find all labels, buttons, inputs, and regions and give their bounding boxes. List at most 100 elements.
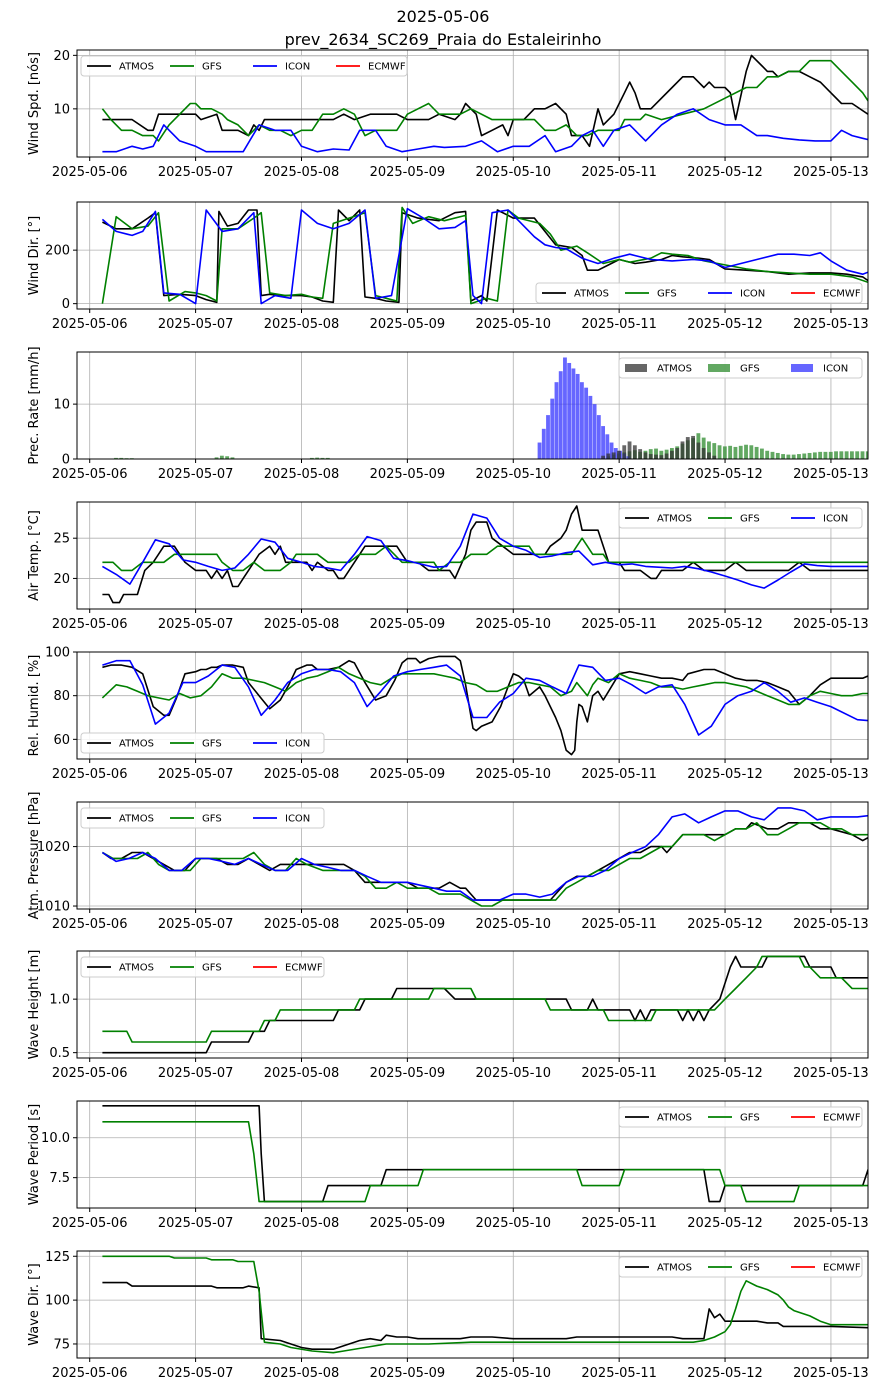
bar-gfs — [775, 452, 780, 459]
bar-gfs — [225, 456, 230, 459]
legend: ATMOS GFS ICON — [80, 807, 325, 829]
legend-label: ICON — [285, 739, 310, 750]
x-tick-label: 2025-05-09 — [370, 1216, 446, 1231]
legend-label: ATMOS — [119, 62, 154, 73]
bar-icon — [613, 448, 618, 459]
series-line-icon — [102, 108, 868, 153]
x-tick-label: 2025-05-12 — [687, 467, 763, 482]
x-tick-label: 2025-05-13 — [793, 617, 869, 632]
axes-frame — [76, 501, 869, 610]
x-tick-label: 2025-05-08 — [264, 467, 340, 482]
series-line-icon — [102, 659, 868, 736]
x-tick-label: 2025-05-11 — [581, 617, 657, 632]
legend-swatch-atmos — [625, 364, 647, 372]
x-tick-label: 2025-05-13 — [793, 917, 869, 932]
bar-atmos — [606, 453, 611, 459]
bar-atmos — [696, 442, 701, 459]
legend-label: ICON — [285, 814, 310, 825]
series-line-atmos — [102, 54, 868, 148]
x-tick-label: 2025-05-09 — [370, 1066, 446, 1081]
bar-gfs — [119, 457, 124, 459]
x-tick-label: 2025-05-08 — [264, 917, 340, 932]
bar-icon — [596, 415, 601, 459]
series-line-gfs — [102, 822, 868, 907]
x-tick-label: 2025-05-13 — [793, 1366, 869, 1381]
bar-gfs — [849, 451, 854, 459]
bar-atmos — [712, 455, 717, 459]
x-tick-label: 2025-05-09 — [370, 767, 446, 782]
x-tick-label: 2025-05-10 — [475, 617, 551, 632]
y-tick-label: 10 — [53, 398, 70, 413]
bar-atmos — [622, 445, 627, 459]
x-tick-label: 2025-05-13 — [793, 767, 869, 782]
x-tick-label: 2025-05-07 — [158, 917, 234, 932]
legend-label: ICON — [740, 289, 765, 300]
y-axis-label: Prec. Rate [mm/h] — [27, 346, 42, 464]
series-line-icon — [101, 207, 868, 305]
series-line-atmos — [102, 655, 868, 756]
x-tick-label: 2025-05-06 — [52, 917, 128, 932]
legend-box — [80, 807, 325, 829]
legend-label: ATMOS — [657, 1263, 692, 1274]
figure-title-station: prev_2634_SC269_Praia do Estaleirinho — [285, 30, 602, 50]
x-tick-label: 2025-05-09 — [370, 467, 446, 482]
bar-gfs — [802, 453, 807, 459]
bar-gfs — [744, 444, 748, 459]
x-tick-label: 2025-05-07 — [158, 1066, 234, 1081]
legend-box — [618, 507, 863, 529]
legend-label: ICON — [823, 364, 848, 375]
bar-icon — [579, 382, 584, 459]
bar-gfs — [791, 454, 796, 459]
legend-box — [80, 732, 325, 754]
legend-label: ICON — [823, 514, 848, 525]
x-tick-label: 2025-05-11 — [581, 1216, 657, 1231]
x-tick-label: 2025-05-11 — [581, 767, 657, 782]
bar-atmos — [632, 445, 637, 459]
y-tick-label: 0 — [62, 453, 70, 468]
y-axis-label: Wave Dir. [°] — [27, 1263, 42, 1346]
x-tick-label: 2025-05-08 — [264, 767, 340, 782]
series-line-gfs — [101, 206, 868, 305]
series-line-gfs — [101, 666, 868, 706]
bar-gfs — [749, 445, 754, 459]
y-tick-label: 60 — [53, 733, 70, 748]
x-tick-label: 2025-05-07 — [158, 767, 234, 782]
series-line-atmos — [102, 505, 868, 604]
legend: ATMOS GFS ICON — [618, 507, 863, 529]
legend: ATMOS GFS ICON — [618, 357, 863, 379]
x-tick-label: 2025-05-06 — [52, 1366, 128, 1381]
y-axis-label: Wave Height [m] — [27, 950, 42, 1060]
x-tick-label: 2025-05-08 — [264, 165, 340, 180]
subplot-8: 2025-05-06 2025-05-07 2025-05-08 2025-05-09… — [27, 1100, 869, 1231]
bar-gfs — [722, 446, 727, 459]
legend: ATMOS GFS ECMWF — [618, 1106, 863, 1128]
legend-label: ATMOS — [657, 514, 692, 525]
bar-icon — [550, 398, 555, 459]
bar-gfs — [855, 451, 860, 459]
bar-icon — [609, 442, 614, 459]
legend-label: GFS — [740, 1263, 760, 1274]
x-tick-label: 2025-05-11 — [581, 917, 657, 932]
plot-area — [101, 807, 868, 907]
axes-frame — [76, 351, 869, 460]
legend: ATMOS GFS ICON — [80, 732, 325, 754]
bar-icon — [605, 434, 610, 459]
x-tick-label: 2025-05-12 — [687, 617, 763, 632]
legend-label: ECMWF — [823, 1113, 861, 1124]
y-axis-label: Rel. Humid. [%] — [27, 655, 42, 757]
legend-label: GFS — [740, 514, 760, 525]
bar-gfs — [865, 451, 868, 459]
bar-gfs — [839, 451, 844, 459]
x-tick-label: 2025-05-07 — [158, 1216, 234, 1231]
bar-gfs — [786, 454, 791, 459]
bar-atmos — [680, 441, 685, 459]
bar-gfs — [325, 457, 330, 459]
bar-icon — [592, 404, 597, 459]
x-tick-label: 2025-05-07 — [158, 317, 234, 332]
bar-icon — [567, 362, 572, 459]
x-tick-label: 2025-05-09 — [370, 617, 446, 632]
series-line-gfs — [102, 1121, 868, 1203]
bar-gfs — [230, 457, 235, 459]
bar-gfs — [812, 452, 817, 459]
